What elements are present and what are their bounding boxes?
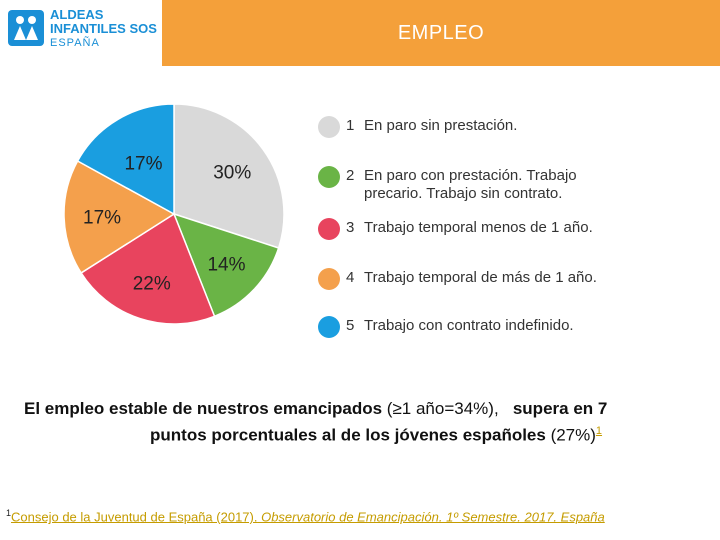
header-bar: [162, 0, 720, 66]
pie-label-2: 14%: [207, 254, 245, 275]
legend-item-5: 5 Trabajo con contrato indefinido.: [318, 314, 634, 338]
pie-slice-5: [76, 103, 175, 216]
pie-label-1: 30%: [213, 163, 251, 184]
legend-item-1: 1 En paro sin prestación.: [318, 114, 634, 138]
footnote-source-link[interactable]: Consejo de la Juventud de España (2017).: [11, 509, 258, 525]
statement-text-1: El empleo estable de nuestros emancipado…: [24, 399, 387, 418]
legend-item-3: 3 Trabajo temporal menos de 1 año.: [318, 216, 634, 240]
logo-line-2: INFANTILES SOS: [50, 21, 157, 36]
pie-label-5: 17%: [124, 153, 162, 174]
legend-dot-4: [318, 268, 340, 290]
pie-slice-2: [172, 212, 280, 318]
footnote-marker: 1: [6, 508, 12, 518]
logo: ALDEAS INFANTILES SOS ESPAÑA: [8, 8, 158, 58]
legend-item-2: 2 En paro con prestación. Trabajo precar…: [318, 164, 634, 203]
statement-text-2: (≥1 año=34%),: [386, 399, 499, 418]
logo-line-1: ALDEAS: [50, 7, 104, 22]
legend-number-2: 2: [346, 167, 355, 184]
legend-dot-2: [318, 166, 340, 188]
logo-line-3: ESPAÑA: [50, 37, 100, 49]
statement-text-5: (27%): [550, 425, 596, 445]
pie-label-3: 22%: [133, 273, 171, 294]
footnote-reference-link[interactable]: 1: [595, 425, 603, 437]
statement-text-4: puntos porcentuales al de los jóvenes es…: [150, 425, 551, 445]
legend-number-5: 5: [346, 317, 355, 334]
footnote-title-link[interactable]: Observatorio de Emancipación. 1º Semestr…: [257, 509, 605, 525]
summary-statement: El empleo estable de nuestros emancipado…: [20, 398, 660, 447]
pie-label-4: 17%: [83, 207, 121, 228]
employment-pie-chart: 30% 14% 22% 17% 17%: [63, 103, 285, 325]
legend-number-4: 4: [346, 269, 355, 286]
legend-item-4: 4 Trabajo temporal de más de 1 año.: [318, 266, 634, 290]
pie-slice-4: [63, 159, 176, 274]
legend-number-1: 1: [346, 117, 355, 134]
pie-slice-1: [173, 103, 285, 249]
legend-label-3: Trabajo temporal menos de 1 año.: [364, 219, 593, 236]
legend-dot-3: [318, 218, 340, 240]
legend-label-4: Trabajo temporal de más de 1 año.: [364, 269, 597, 286]
logo-text: ALDEAS INFANTILES SOS ESPAÑA: [50, 8, 157, 50]
legend-number-3: 3: [346, 219, 355, 236]
legend-label-2: En paro con prestación. Trabajo precario…: [364, 167, 577, 202]
statement-text-3: supera en 7: [498, 399, 608, 418]
page-title: EMPLEO: [397, 21, 485, 44]
statement-line-2: puntos porcentuales al de los jóvenes es…: [20, 420, 660, 447]
footnote: 1Consejo de la Juventud de España (2017)…: [6, 508, 720, 524]
legend-label-5: Trabajo con contrato indefinido.: [364, 317, 574, 334]
legend-dot-1: [318, 116, 340, 138]
header: EMPLEO ALDEAS INFANTILES SOS ESPAÑA: [0, 0, 720, 66]
pie-slice-3: [80, 212, 216, 325]
statement-line-1: El empleo estable de nuestros emancipado…: [20, 398, 660, 420]
legend-dot-5: [318, 316, 340, 338]
legend-label-1: En paro sin prestación.: [364, 117, 518, 134]
logo-icon: [8, 10, 44, 46]
